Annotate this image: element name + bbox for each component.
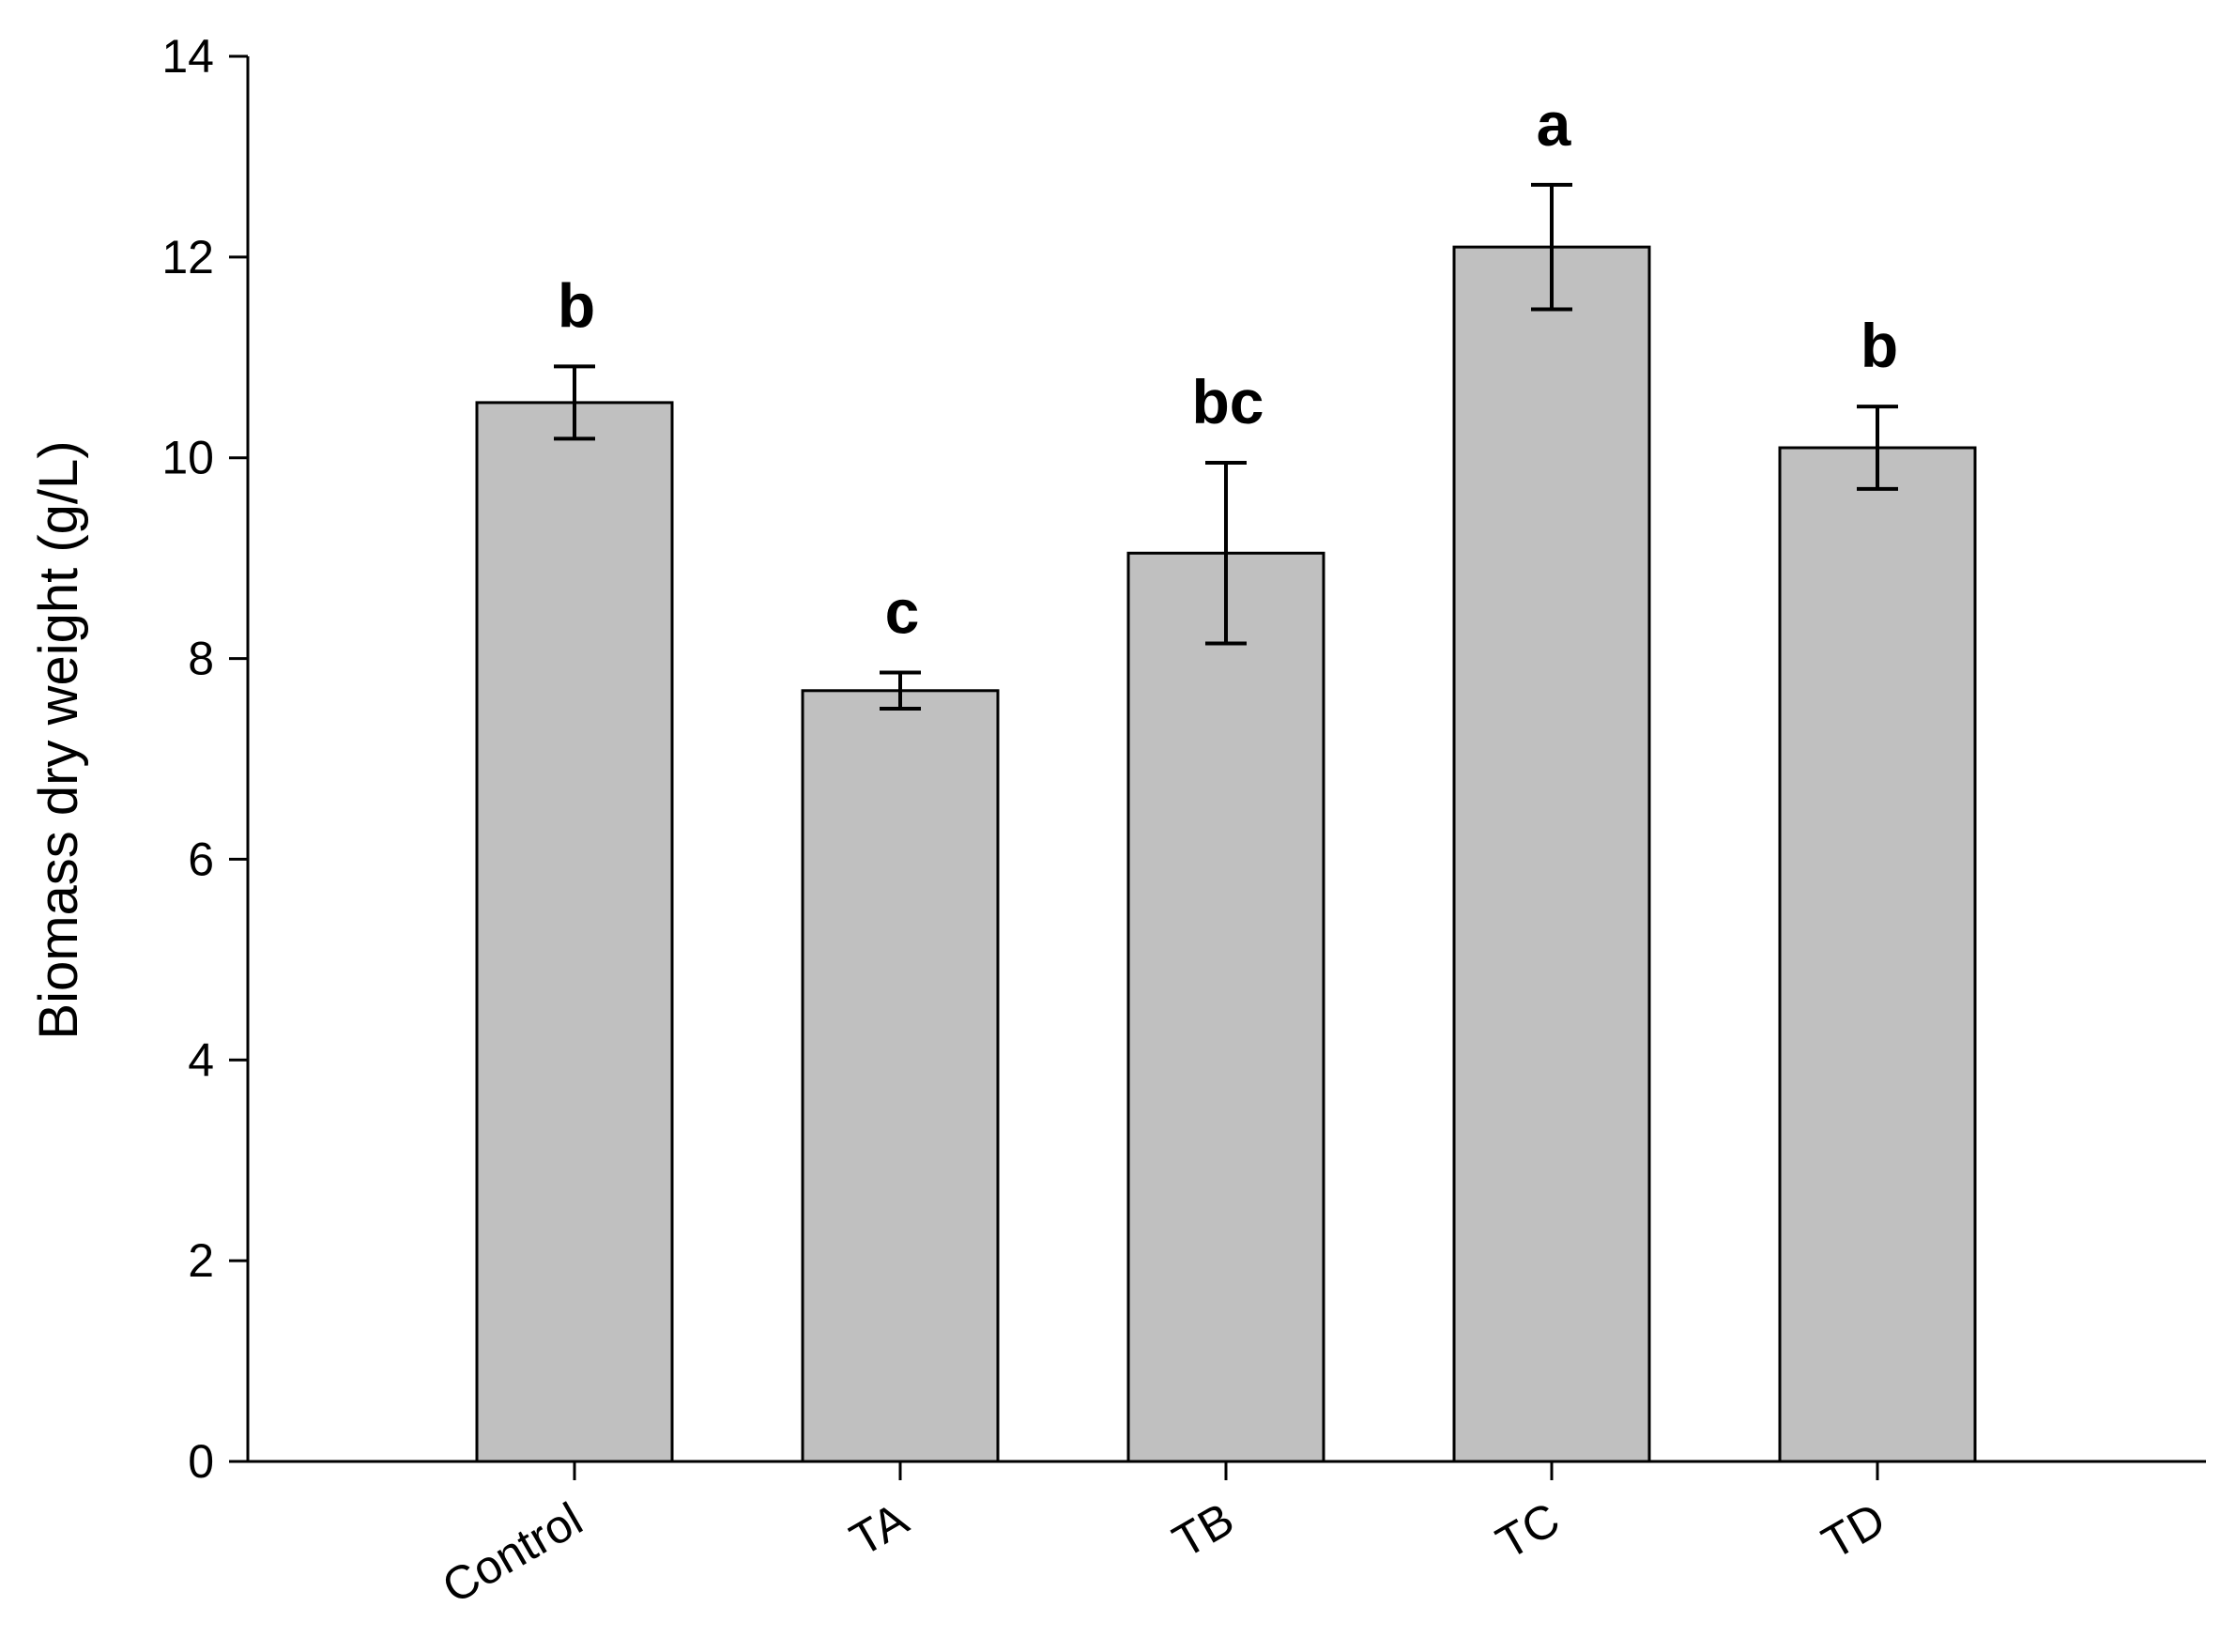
- x-category-label: TD: [1814, 1492, 1894, 1569]
- significance-letter: b: [558, 270, 595, 340]
- bar-tc: [1452, 245, 1651, 1463]
- bar-td: [1778, 446, 1977, 1463]
- error-bars-layer: [554, 182, 1898, 711]
- y-ticks-layer: 0 2 4 6 8 10 12 14: [161, 30, 248, 1488]
- x-category-label: TA: [841, 1492, 917, 1567]
- y-tick-label: 6: [188, 833, 214, 885]
- y-tick-label: 4: [188, 1033, 214, 1086]
- y-tick-label: 2: [188, 1234, 214, 1287]
- significance-letter: b: [1861, 311, 1898, 380]
- x-category-label: TC: [1488, 1492, 1569, 1569]
- significance-letter: bc: [1191, 367, 1264, 436]
- x-category-label: TB: [1164, 1492, 1242, 1568]
- x-ticks-layer: Control TA TB TC TD: [434, 1461, 1894, 1614]
- x-category-label: Control: [434, 1492, 591, 1614]
- y-tick-label: 14: [161, 30, 214, 83]
- y-tick-label: 0: [188, 1435, 214, 1488]
- bar-ta: [801, 689, 1000, 1463]
- significance-letter: a: [1537, 89, 1572, 159]
- y-tick-label: 8: [188, 633, 214, 685]
- bar-control: [475, 401, 674, 1463]
- y-tick-label: 12: [161, 231, 214, 283]
- significance-letter: c: [885, 577, 920, 647]
- bar-tb: [1126, 551, 1325, 1463]
- y-tick-label: 10: [161, 432, 214, 484]
- y-axis-title: Biomass dry weight (g/L): [28, 440, 89, 1039]
